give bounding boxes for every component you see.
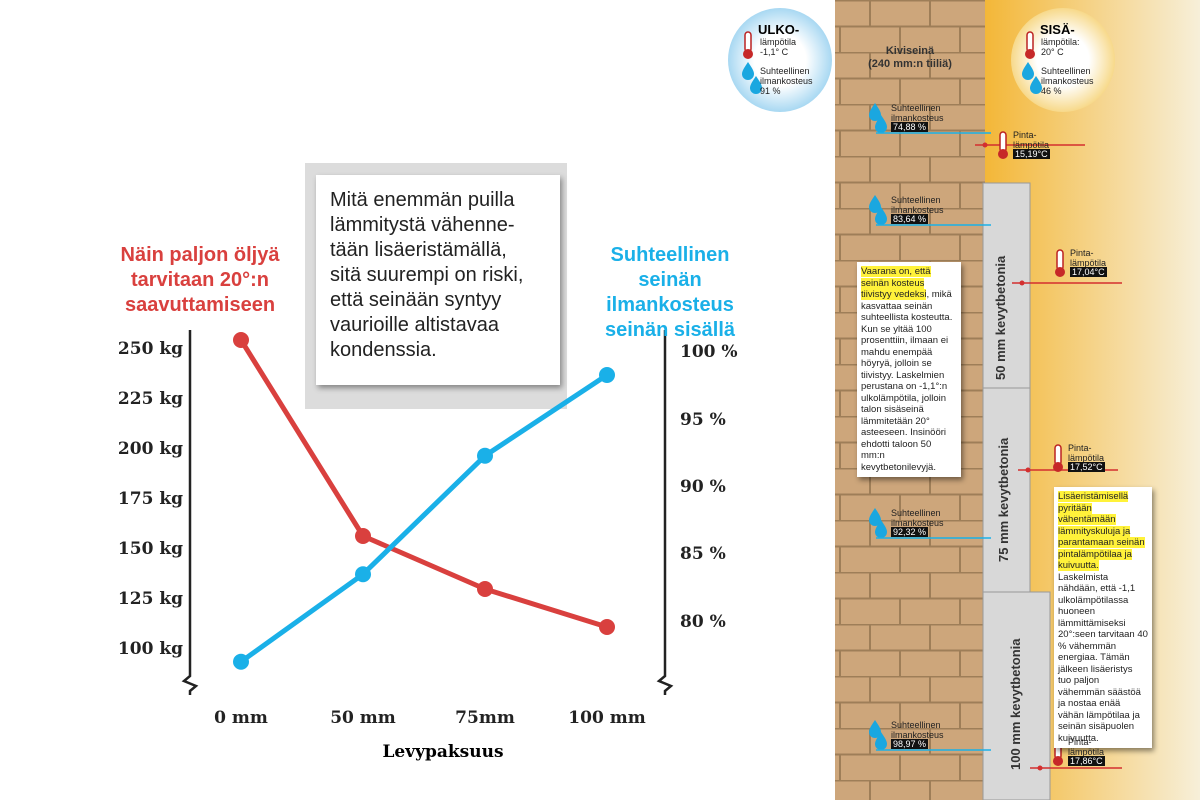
note: Lisäeristämisellä pyritään vähentämään l… [1054, 487, 1152, 748]
temperature-label: Pinta- lämpötila [1070, 248, 1107, 268]
series-title: Suhteellinen seinän ilmankosteus seinän … [604, 244, 736, 341]
callout-text: Mitä enemmän puilla lämmitystä vähenne- … [330, 189, 524, 361]
data-point [599, 367, 615, 383]
wall-label: Kiviseinä (240 mm:n tiiliä) [868, 45, 952, 70]
temperature-value: 17,52°C [1068, 462, 1105, 472]
data-point [477, 447, 493, 464]
humidity-value: 83,64 % [891, 214, 929, 224]
temperature-label: Pinta- lämpötila [1068, 737, 1105, 757]
water-drop-icon [869, 508, 881, 526]
y-tick-label: 175 kg [117, 489, 183, 509]
humidity-label: Suhteellinen ilmankosteus [891, 103, 944, 123]
indoor-temp: lämpötila: 20° C [1041, 37, 1080, 57]
layer-label: 75 mm kevytbetonia [996, 437, 1011, 562]
water-drop-icon [1022, 62, 1034, 80]
y-tick-label: 250 kg [117, 339, 183, 359]
thermometer-icon [1053, 756, 1063, 766]
water-drop-icon [742, 62, 754, 80]
note: Vaarana on, että seinän kosteus tiivisty… [857, 262, 961, 477]
humidity-value: 92,32 % [891, 527, 929, 537]
water-drop-icon [875, 115, 887, 133]
temperature-dot [1037, 765, 1043, 771]
y2-tick-label: 95 % [680, 409, 726, 430]
temperature-dot [1019, 280, 1025, 286]
series-line [238, 338, 608, 630]
y-tick-label: 225 kg [117, 389, 183, 409]
thermometer-icon [1055, 267, 1065, 277]
data-point [233, 332, 249, 348]
layer-label: 50 mm kevytbetonia [993, 255, 1008, 380]
data-point [355, 566, 371, 583]
water-drop-icon [875, 732, 887, 750]
x-axis-label: Levypaksuus [382, 742, 504, 762]
water-drop-icon [750, 76, 762, 94]
thermometer-icon [1053, 462, 1063, 472]
data-point [355, 528, 371, 544]
concrete-layers [982, 182, 1051, 800]
callout-box [316, 175, 560, 385]
outdoor-humidity: Suhteellinen ilmankosteus 91 % [760, 66, 813, 96]
water-drop-icon [1030, 76, 1042, 94]
x-tick-label: 75mm [455, 708, 515, 728]
temperature-value: 17,04°C [1070, 267, 1107, 277]
layer-label: 100 mm kevytbetonia [1008, 638, 1023, 770]
y-tick-label: 200 kg [117, 439, 183, 459]
humidity-label: Suhteellinen ilmankosteus [891, 720, 944, 740]
water-drop-icon [875, 207, 887, 225]
y2-tick-label: 100 % [680, 342, 738, 363]
note-highlight: Vaarana on, että seinän kosteus tiivisty… [861, 266, 931, 300]
water-drop-icon [869, 103, 881, 121]
y-tick-label: 125 kg [117, 589, 183, 609]
series-line [239, 372, 609, 664]
note-text: , mikä kasvattaa seinän suhteellista kos… [861, 289, 953, 473]
thermometer-icon [743, 49, 753, 59]
humidity-value: 98,97 % [891, 739, 929, 749]
thermometer-icon [1025, 49, 1035, 59]
humidity-label: Suhteellinen ilmankosteus [891, 195, 944, 215]
water-drop-icon [869, 720, 881, 738]
outdoor-temp: lämpötila -1,1° C [760, 37, 797, 57]
note-highlight: Lisäeristämisellä pyritään vähentämään l… [1058, 491, 1145, 571]
data-point [233, 653, 249, 670]
thermometer-icon [998, 149, 1008, 159]
series-title: Näin paljon öljyä tarvitaan 20°:n saavut… [120, 244, 280, 316]
water-drop-icon [869, 195, 881, 213]
data-point [599, 619, 615, 635]
water-drop-icon [875, 520, 887, 538]
humidity-value: 74,88 % [891, 122, 929, 132]
note-text: Laskelmista nähdään, että -1,1 ulkolämpö… [1058, 571, 1148, 744]
indoor-humidity: Suhteellinen ilmankosteus 46 % [1041, 66, 1094, 96]
y-tick-label: 150 kg [117, 539, 183, 559]
y-tick-label: 100 kg [117, 639, 183, 659]
temperature-dot [1025, 467, 1031, 473]
y2-tick-label: 85 % [680, 544, 726, 565]
y2-tick-label: 90 % [680, 477, 726, 498]
data-point [477, 581, 493, 597]
temperature-value: 17,86°C [1068, 756, 1105, 766]
temperature-label: Pinta- lämpötila [1013, 130, 1050, 150]
temperature-value: 15,19°C [1013, 149, 1050, 159]
x-tick-label: 0 mm [214, 708, 268, 728]
indoor-title: SISÄ- [1040, 22, 1075, 37]
y2-tick-label: 80 % [680, 611, 726, 632]
x-tick-label: 50 mm [330, 708, 396, 728]
temperature-label: Pinta- lämpötila [1068, 443, 1105, 463]
axis-lines [181, 330, 674, 695]
outdoor-title: ULKO- [758, 22, 800, 37]
humidity-label: Suhteellinen ilmankosteus [891, 508, 944, 528]
x-tick-label: 100 mm [568, 708, 646, 728]
temperature-dot [982, 142, 988, 148]
